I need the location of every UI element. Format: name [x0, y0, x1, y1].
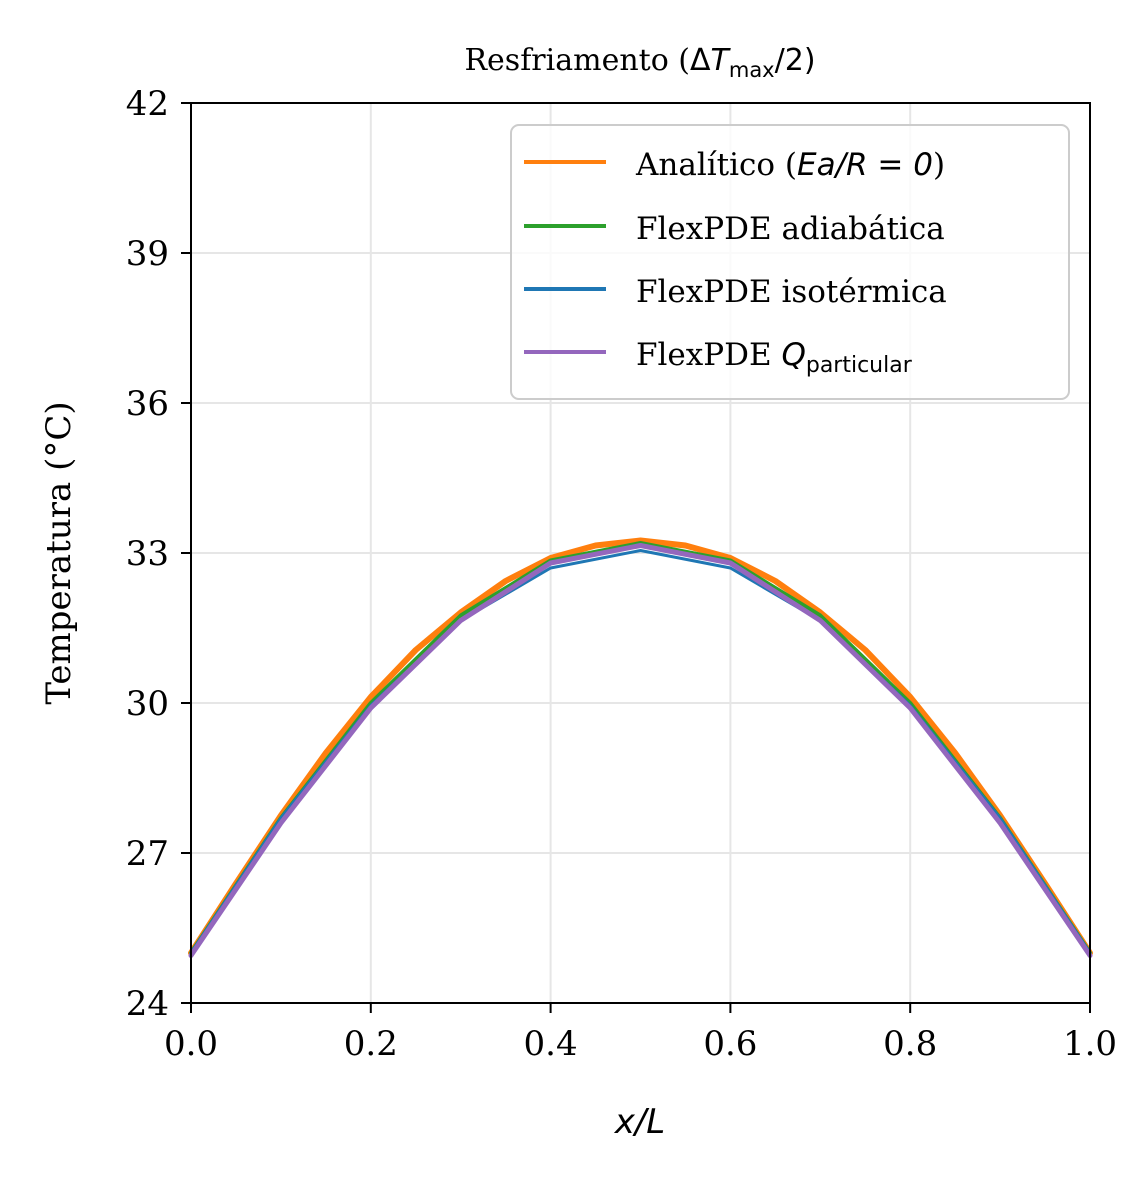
- x-axis-label: x/L: [614, 1102, 666, 1142]
- ticks: 0.0 0.2 0.4 0.6 0.8 1.0 24 27 30 33 36 39 42: [126, 84, 1117, 1064]
- x-tick-label: 0.6: [703, 1024, 757, 1064]
- legend-label-isotermica: FlexPDE isotérmica: [636, 274, 947, 310]
- x-tick-label: 0.8: [883, 1024, 937, 1064]
- y-tick-label: 27: [126, 834, 169, 874]
- line-flexpde-adiabatica: [189, 541, 1092, 955]
- legend-analitico-math: Ea/R = 0: [797, 147, 933, 183]
- y-tick-label: 30: [126, 684, 169, 724]
- legend-label-qparticular: FlexPDE Qparticular: [636, 337, 913, 378]
- legend-label-analitico: Analítico (Ea/R = 0): [635, 147, 945, 183]
- y-tick-label: 39: [126, 234, 169, 274]
- legend-q-symbol: Q: [781, 337, 805, 373]
- y-axis-label: Temperatura (°C): [39, 401, 79, 704]
- legend-analitico-prefix: Analítico (: [635, 147, 797, 183]
- x-tick-label: 1.0: [1063, 1024, 1117, 1064]
- title-sub: max: [729, 58, 775, 82]
- line-analitico: [188, 537, 1093, 956]
- legend-box: [510, 124, 1070, 400]
- legend: Analítico (Ea/R = 0) FlexPDE adiabática …: [510, 124, 1070, 400]
- chart-title: Resfriamento (ΔTmax/2): [464, 43, 815, 82]
- x-tick-label: 0.4: [524, 1024, 578, 1064]
- y-tick-label: 36: [126, 384, 169, 424]
- legend-analitico-suffix: ): [933, 147, 945, 183]
- legend-q-prefix: FlexPDE: [636, 337, 781, 373]
- y-tick-label: 24: [126, 984, 169, 1024]
- line-flexpde-qparticular: [188, 543, 1093, 958]
- y-tick-label: 42: [126, 84, 169, 124]
- x-tick-label: 0.0: [164, 1024, 218, 1064]
- legend-label-adiabatica: FlexPDE adiabática: [636, 211, 945, 247]
- x-tick-label: 0.2: [344, 1024, 398, 1064]
- legend-q-sub: particular: [806, 353, 913, 378]
- title-T: T: [711, 43, 732, 78]
- series-lines: [188, 537, 1093, 958]
- title-delta: Δ: [690, 43, 711, 78]
- title-prefix: Resfriamento (: [464, 43, 690, 78]
- y-tick-label: 33: [126, 534, 169, 574]
- title-suffix: /2): [775, 43, 816, 78]
